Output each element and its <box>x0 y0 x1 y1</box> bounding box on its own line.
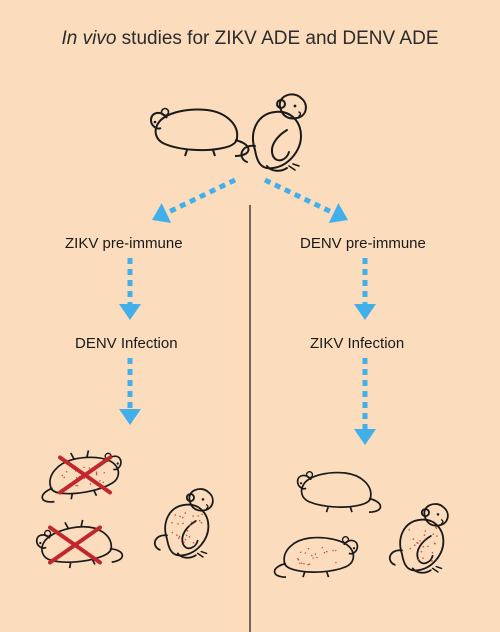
arrow-diag-right <box>265 180 348 223</box>
right-mouse-1-icon <box>298 472 381 512</box>
left-dead-mouse-1-icon <box>37 446 125 503</box>
right-mouse-2-icon <box>275 537 358 577</box>
arrow-left-2 <box>119 358 141 425</box>
right-monkey-icon <box>390 504 448 573</box>
cross-1-icon <box>60 458 110 493</box>
diagram-canvas <box>0 0 500 632</box>
arrow-left-1 <box>119 258 141 320</box>
arrow-diag-left <box>152 180 235 223</box>
left-monkey-icon <box>155 489 213 558</box>
top-mouse-icon <box>151 109 249 157</box>
cross-2-icon <box>50 528 100 563</box>
top-monkey-icon <box>241 94 305 170</box>
arrow-right-1 <box>354 258 376 320</box>
arrow-right-2 <box>354 358 376 445</box>
